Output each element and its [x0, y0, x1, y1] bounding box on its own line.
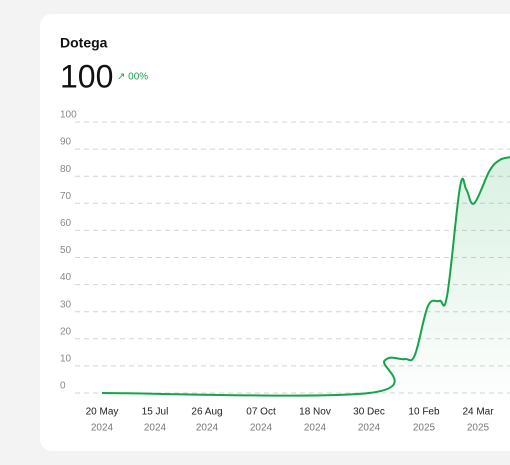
- change-badge: ↗ 00%: [117, 72, 148, 83]
- x-tick-year: 2024: [304, 423, 327, 434]
- x-tick-year: 2025: [413, 423, 436, 434]
- y-tick-label: 10: [60, 354, 72, 365]
- y-tick-label: 90: [60, 137, 72, 148]
- x-tick-label: 18 Nov: [299, 407, 331, 418]
- x-tick-label: 30 Dec: [353, 407, 385, 418]
- x-tick-year: 2024: [196, 423, 219, 434]
- y-tick-label: 30: [60, 299, 72, 310]
- x-tick-year: 2024: [144, 423, 167, 434]
- y-tick-label: 80: [60, 164, 72, 175]
- y-tick-label: 40: [60, 272, 72, 283]
- plot-area: 0 10 20 30 40 50 60 70 80 90 100 20 May 2024 15 Jul 20…: [60, 110, 510, 434]
- y-tick-label: 0: [60, 381, 66, 392]
- x-tick-year: 2024: [358, 423, 381, 434]
- x-tick-label: 10 Feb: [408, 407, 440, 418]
- y-tick-label: 60: [60, 218, 72, 229]
- line: [101, 156, 510, 397]
- area: [102, 157, 510, 396]
- x-tick-label: 15 Jul: [142, 407, 169, 418]
- x-tick-label: 20 May: [86, 407, 119, 418]
- x-tick-label: 24 Mar: [462, 407, 494, 418]
- x-tick-year: 2024: [91, 423, 114, 434]
- y-tick-label: 70: [60, 191, 72, 202]
- y-tick-label: 20: [60, 326, 72, 337]
- card: [40, 14, 510, 451]
- card-title: Dotega: [60, 35, 108, 51]
- x-tick-year: 2024: [250, 423, 273, 434]
- y-tick-label: 100: [60, 110, 77, 121]
- x-tick-label: 26 Aug: [191, 407, 222, 418]
- y-tick-label: 50: [60, 245, 72, 256]
- x-tick-label: 07 Oct: [246, 407, 276, 418]
- x-tick-year: 2025: [467, 423, 490, 434]
- headline-value: 100: [60, 58, 113, 94]
